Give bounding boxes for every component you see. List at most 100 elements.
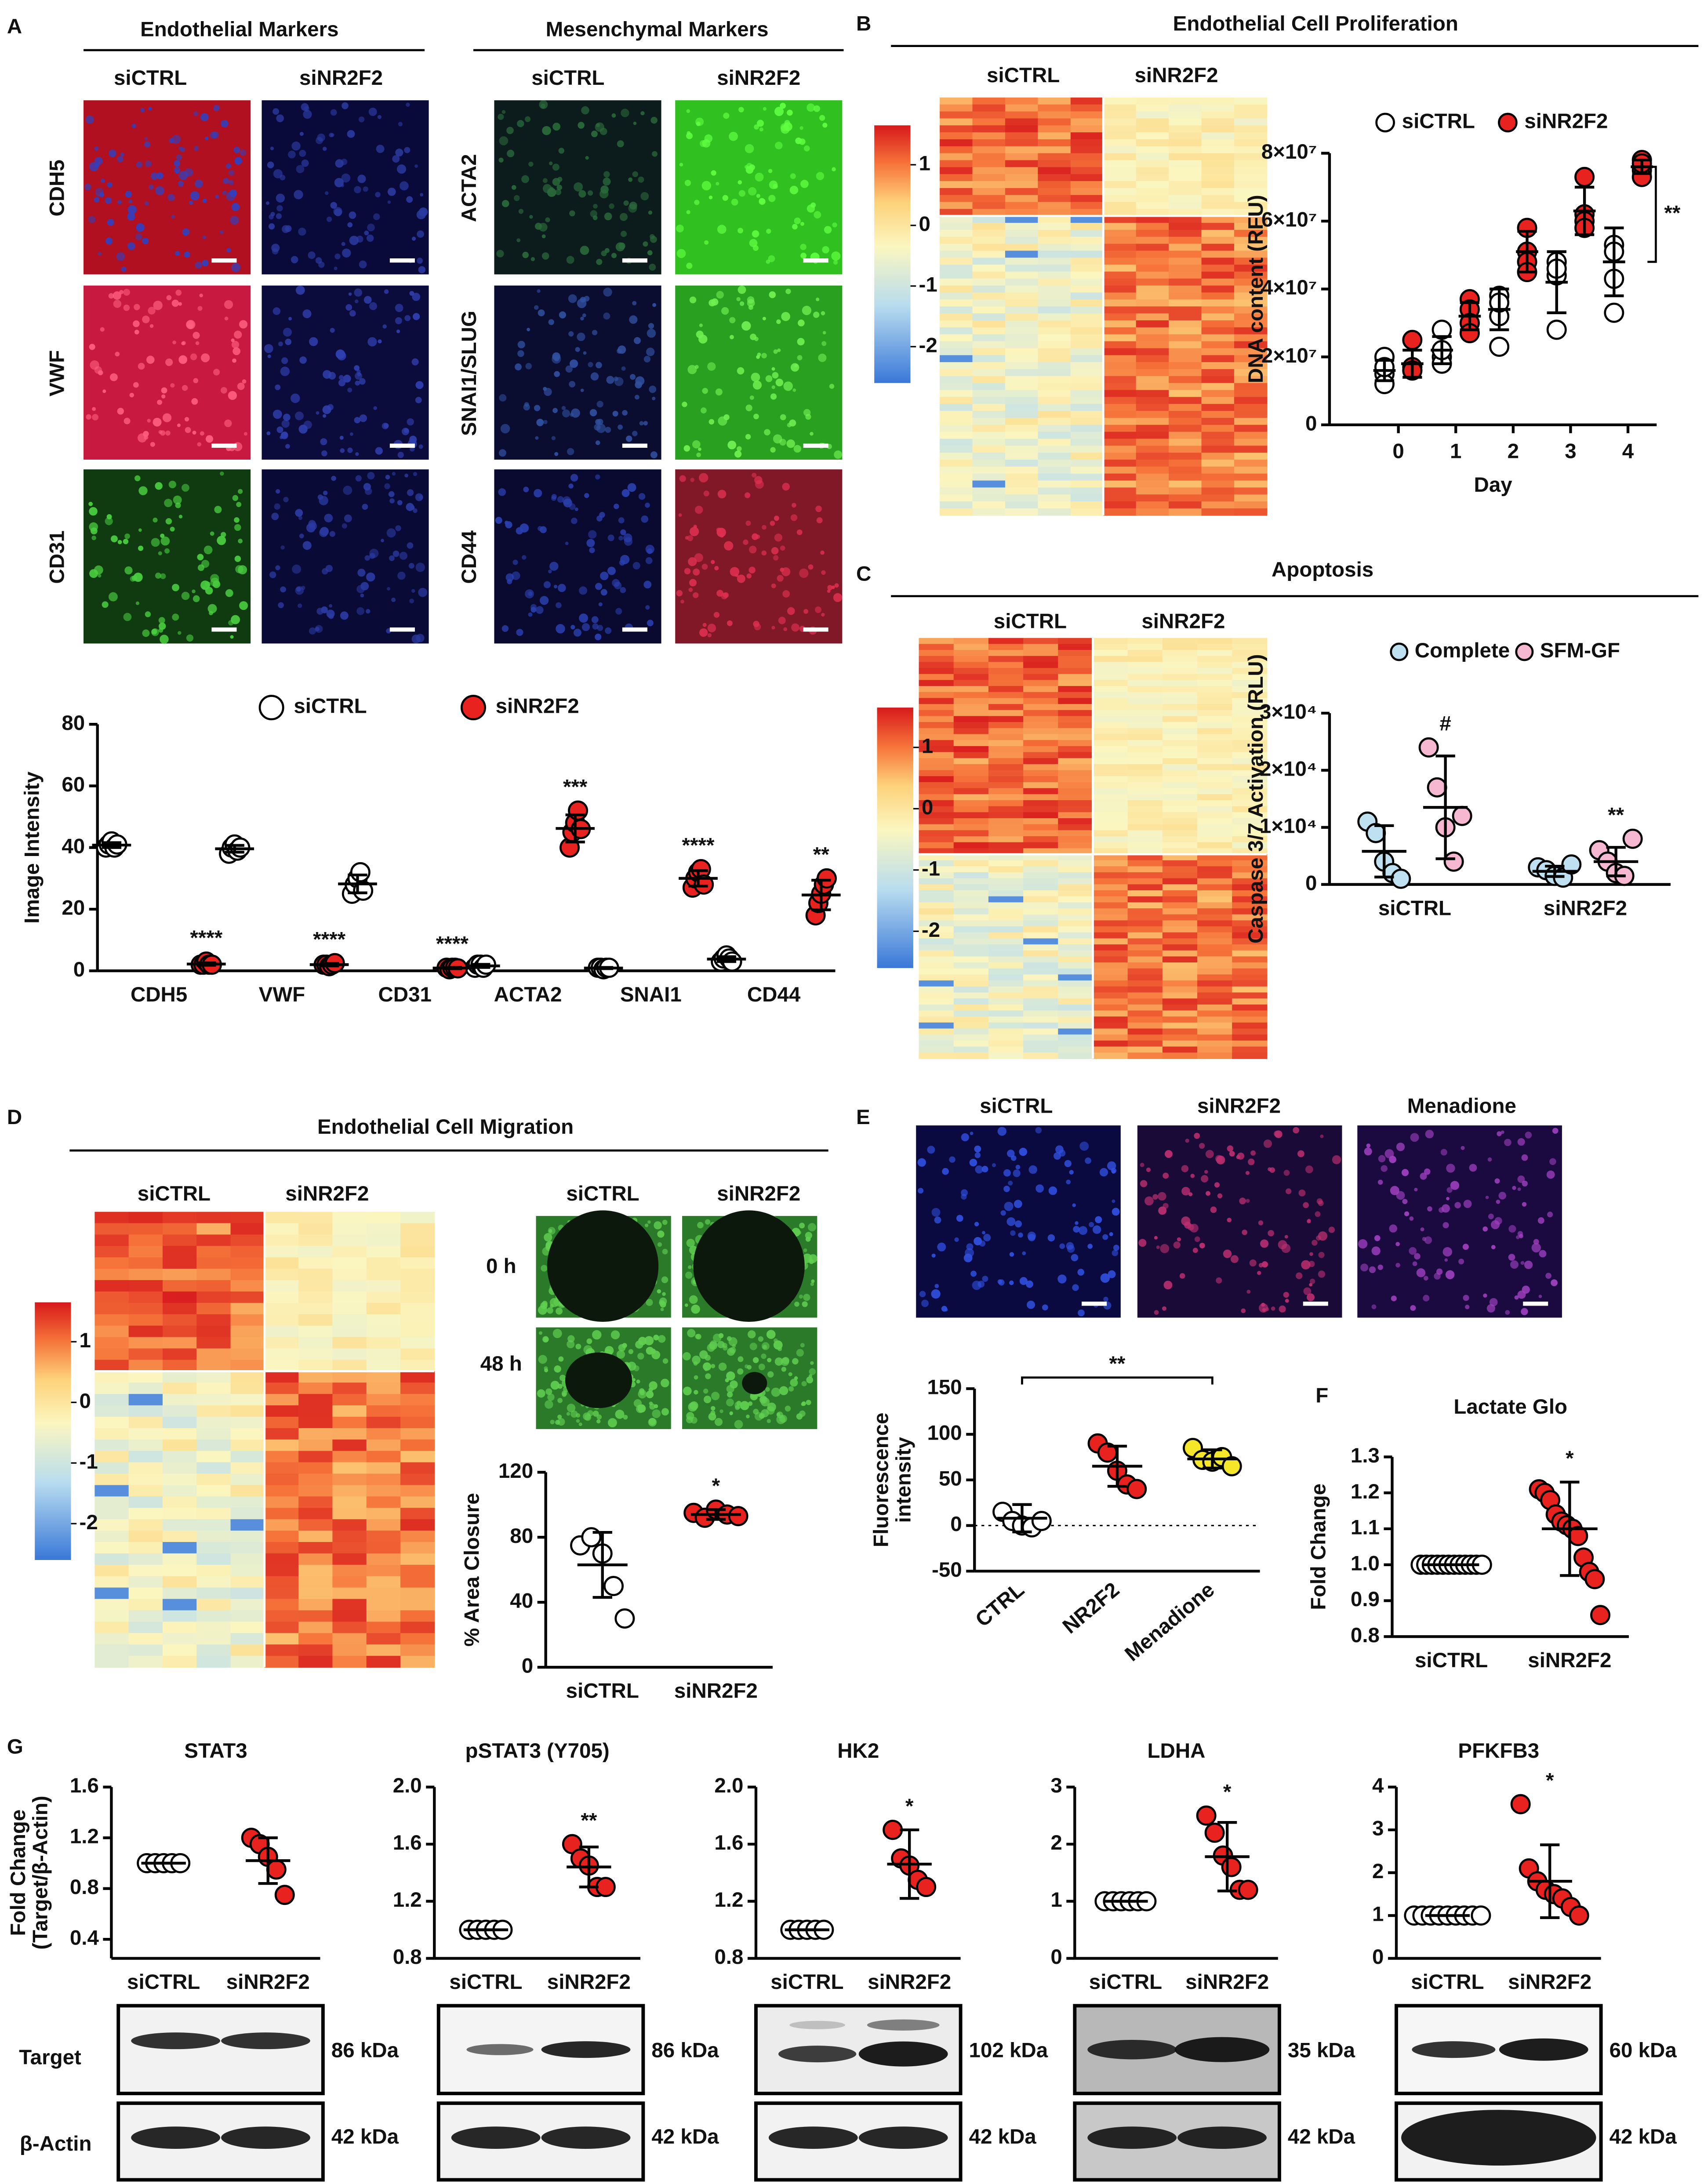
micrograph-texture	[124, 417, 131, 424]
micrograph-texture	[808, 1254, 817, 1263]
micrograph-texture	[106, 514, 112, 519]
micrograph-texture	[411, 358, 419, 366]
micrograph-texture	[802, 305, 812, 316]
heatmap-cell	[1232, 842, 1268, 849]
heatmap-cell	[940, 153, 973, 161]
micrograph-texture	[326, 216, 332, 222]
error-bar	[1435, 755, 1455, 860]
heatmap-cell	[1103, 453, 1137, 460]
heatmap-cell	[1023, 884, 1059, 891]
micrograph-texture	[749, 395, 754, 400]
heatmap-cell	[988, 782, 1024, 789]
micrograph-texture	[803, 1248, 807, 1252]
heatmap-cell	[128, 1508, 163, 1520]
heatmap-cell	[953, 998, 989, 1005]
micrograph-texture	[1237, 1152, 1245, 1160]
heatmap-cell	[953, 884, 989, 891]
micrograph-texture	[220, 471, 224, 476]
heatmap-cell	[1232, 962, 1268, 969]
annotation: #	[1439, 712, 1451, 736]
micrograph-texture	[1015, 1165, 1021, 1170]
micrograph-texture	[534, 222, 542, 230]
heatmap-cell	[1058, 794, 1094, 801]
micrograph-texture	[737, 1368, 744, 1375]
micrograph-texture	[595, 122, 604, 132]
heatmap-cell	[230, 1314, 265, 1326]
micrograph-texture	[549, 1298, 559, 1307]
heatmap-cell	[1232, 1028, 1268, 1035]
micrograph-texture	[684, 568, 691, 575]
heatmap-cell	[1103, 411, 1137, 418]
micrograph-texture	[391, 598, 396, 602]
micrograph-texture	[539, 596, 549, 605]
micrograph-texture	[347, 388, 352, 393]
micrograph-texture	[499, 136, 509, 145]
heatmap-cell	[1162, 716, 1198, 723]
heatmap-cell	[196, 1633, 231, 1645]
heatmap-cell	[1127, 698, 1163, 705]
micrograph-texture	[767, 1419, 771, 1423]
heatmap-cell	[162, 1371, 197, 1383]
heatmap-cell	[94, 1485, 129, 1497]
heatmap-cell	[988, 1010, 1024, 1017]
micrograph-texture	[730, 335, 734, 340]
micrograph-texture	[329, 604, 333, 608]
heatmap-cell	[919, 1034, 954, 1041]
micrograph-texture	[707, 362, 716, 371]
micrograph-texture	[366, 572, 375, 582]
micrograph-texture	[600, 589, 607, 596]
micrograph-texture	[644, 1336, 654, 1346]
micrograph-texture	[710, 1410, 716, 1415]
micrograph-texture	[181, 591, 190, 600]
micrograph-texture	[377, 115, 381, 119]
blot-band	[778, 2046, 857, 2063]
micrograph-texture	[498, 449, 506, 457]
micrograph-texture	[748, 305, 753, 310]
micrograph-texture	[809, 1368, 816, 1375]
heatmap-cell	[230, 1451, 265, 1463]
micrograph-texture	[629, 315, 638, 324]
micrograph-texture	[787, 109, 793, 116]
micrograph-texture	[1206, 1191, 1210, 1196]
heatmap-cell	[919, 914, 954, 921]
micrograph-texture	[784, 120, 790, 126]
micrograph-texture	[208, 611, 213, 616]
heatmap-cell	[1201, 320, 1235, 328]
heatmap-cell	[953, 824, 989, 831]
heatmap-cell	[1127, 818, 1163, 825]
micrograph-texture	[144, 201, 149, 206]
heatmap-cell	[1136, 118, 1170, 126]
heatmap-cell	[1169, 424, 1202, 432]
wound	[547, 1210, 659, 1322]
micrograph-texture	[1102, 1234, 1108, 1240]
heatmap-cell	[1058, 1004, 1094, 1011]
heatmap-cell	[1162, 968, 1198, 975]
micrograph-texture	[752, 1357, 759, 1363]
heatmap-cell	[953, 710, 989, 717]
micrograph-texture	[127, 242, 135, 250]
heatmap-cell	[1023, 1016, 1059, 1023]
heatmap-cell	[1232, 998, 1268, 1005]
micrograph-texture	[1177, 1237, 1181, 1241]
data-point	[1510, 1794, 1531, 1814]
micrograph-texture	[711, 1392, 720, 1400]
heatmap-cell	[988, 734, 1024, 741]
heatmap-cell	[940, 104, 973, 112]
micrograph-texture	[144, 141, 151, 148]
heatmap-cell	[1005, 278, 1039, 286]
heatmap-cell	[1038, 341, 1071, 349]
micrograph-texture	[295, 285, 305, 295]
micrograph-texture	[623, 200, 629, 206]
heatmap-cell	[1127, 878, 1163, 885]
micrograph-texture	[737, 446, 742, 451]
micrograph-texture	[556, 602, 562, 609]
micrograph-texture	[283, 497, 289, 503]
heatmap-cell	[1070, 195, 1104, 203]
micrograph-texture	[1283, 1292, 1289, 1298]
micrograph-texture	[1009, 1280, 1014, 1285]
heatmap-cell	[264, 1576, 299, 1588]
heatmap-cell	[1093, 776, 1128, 783]
heatmap-cell	[94, 1599, 129, 1611]
heatmap-cell	[1023, 662, 1059, 669]
y-tick-label: 1.0	[1351, 1552, 1380, 1575]
